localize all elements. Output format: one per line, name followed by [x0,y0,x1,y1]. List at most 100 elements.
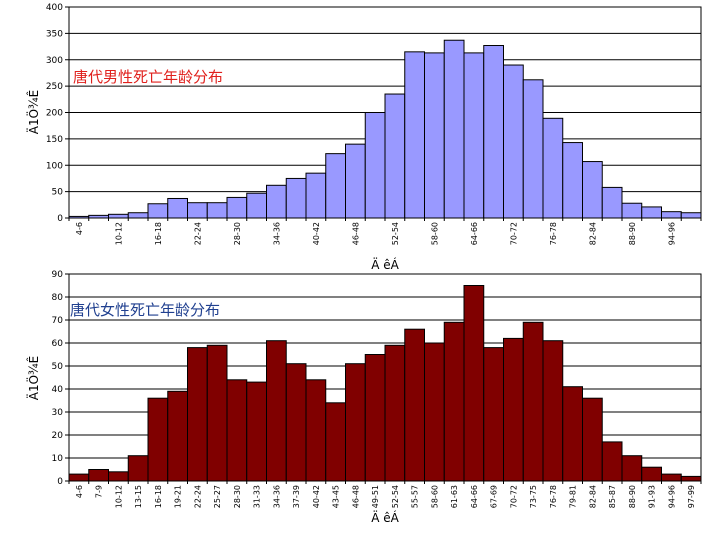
chart2-bar [88,469,109,482]
chart2-y-tick-label: 60 [52,339,64,349]
chart2-x-tick-label: 43-45 [332,485,341,508]
chart1-bar [226,196,248,219]
chart1-bar [246,192,267,219]
chart2-bar [542,340,564,482]
chart2-bar [404,328,425,482]
chart2-bar [167,390,188,482]
chart1-title: 唐代男性死亡年龄分布 [73,68,223,86]
chart1-bar [483,45,504,219]
chart1-bar [285,177,307,219]
chart2-bar [187,347,208,482]
chart1-y-tick-label: 200 [46,109,63,119]
chart2-bar [345,363,366,482]
chart2-x-tick-label: 52-54 [391,485,400,508]
chart2-bar [562,386,583,482]
chart2-x-tick-label: 73-75 [529,485,538,508]
chart1-bar [68,215,90,219]
chart2-bar [226,379,248,482]
chart1-x-tick-label: 28-30 [233,222,242,245]
chart1-bar [88,214,109,219]
chart2-bar [661,473,682,482]
chart2-x-tick-label: 61-63 [450,485,459,508]
chart2-x-tick-label: 82-84 [588,485,597,508]
chart2-x-tick-label: 85-87 [608,485,617,508]
chart1-bar [463,52,485,219]
chart1-x-tick-label: 94-96 [667,222,676,245]
chart2-x-tick-label: 76-78 [549,485,558,508]
chart1-bar [424,52,445,219]
chart1-bar [305,172,327,219]
chart2-x-tick-label: 22-24 [193,485,202,508]
chart2-x-tick-label: 88-90 [628,485,637,508]
chart2-bar [483,347,504,482]
chart2-bar [601,441,623,482]
chart2-bar [206,344,228,482]
chart1-x-tick-label: 4-6 [75,222,84,235]
chart1-bar [187,202,208,219]
chart2-y-tick-label: 20 [52,431,64,441]
chart1-bar [522,79,544,219]
chart2-x-tick-label: 55-57 [411,485,420,508]
chart1-y-tick-label: 300 [46,56,63,66]
chart1-x-tick-label: 52-54 [391,222,400,245]
chart2-x-tick-label: 79-81 [569,485,578,508]
chart2-y-axis-label: Ä1Ö¾Ê [25,356,41,401]
chart2-x-tick-label: 64-66 [470,485,479,508]
chart1-bar [127,212,149,219]
chart1-y-axis-label: Ä1Ö¾Ê [25,90,41,135]
chart1-bar [601,186,623,219]
chart2-bar [364,354,386,482]
chart2-bar [246,381,267,482]
chart2-bar [127,455,149,482]
chart2-x-tick-label: 58-60 [430,485,439,508]
chart1-bar [384,93,406,219]
chart2-bar [621,455,643,482]
chart2-bar [285,363,307,482]
chart1-bar [661,211,682,219]
chart1-x-tick-label: 16-18 [154,222,163,245]
chart2-title: 唐代女性死亡年龄分布 [70,301,220,319]
chart2-x-tick-label: 40-42 [312,485,321,508]
chart1-bar [641,206,662,219]
chart1-bar [562,142,583,219]
chart1-x-tick-label: 58-60 [430,222,439,245]
chart2-x-tick-label: 97-99 [687,485,696,508]
chart1-bar [542,117,564,219]
chart1-bar [345,143,366,219]
chart1-bar [325,153,346,219]
chart1-x-tick-label: 70-72 [509,222,518,245]
chart2-x-tick-label: 70-72 [509,485,518,508]
chart1-y-tick-label: 0 [57,214,63,224]
chart2-x-tick-label: 4-6 [75,485,84,498]
chart1-bar [621,202,643,219]
chart1-y-tick-label: 150 [46,135,63,145]
chart2-bar [68,473,90,482]
chart2-bar [582,397,603,482]
chart1-x-tick-label: 46-48 [351,222,360,245]
chart1-x-tick-label: 40-42 [312,222,321,245]
chart2-x-tick-label: 7-9 [95,485,104,498]
chart1-y-tick-label: 50 [52,188,64,198]
chart1-bar [266,184,287,219]
chart2-bar [641,466,662,482]
chart2-y-tick-label: 30 [52,408,64,418]
chart1-bar [680,212,702,219]
chart2-x-tick-label: 28-30 [233,485,242,508]
chart2-x-tick-label: 49-51 [371,485,380,508]
chart1-bar [503,64,524,219]
chart2-bar [522,321,544,482]
chart1-x-tick-label: 64-66 [470,222,479,245]
chart2-bar [266,340,287,482]
chart2-x-tick-label: 34-36 [272,485,281,508]
chart1-bar [167,197,188,219]
chart2-x-tick-label: 67-69 [490,485,499,508]
chart2-bar [443,321,465,482]
chart2-x-tick-label: 31-33 [253,485,262,508]
chart2-x-tick-label: 94-96 [667,485,676,508]
chart1-x-tick-label: 88-90 [628,222,637,245]
chart2-bar [108,471,129,482]
chart1-x-tick-label: 10-12 [114,222,123,245]
chart2-bar [424,342,445,482]
chart2-y-tick-label: 40 [52,385,64,395]
